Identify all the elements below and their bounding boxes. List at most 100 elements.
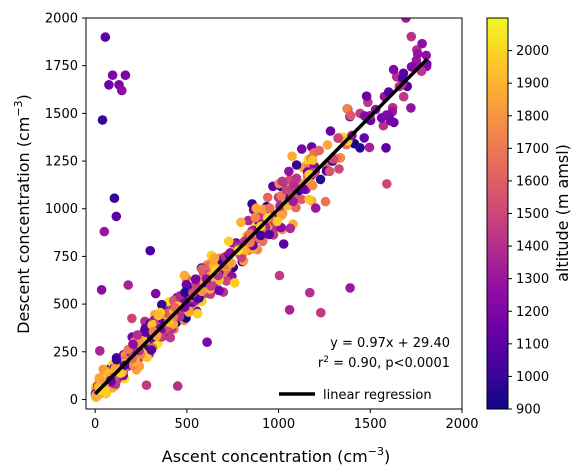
scatter-point	[361, 91, 372, 101]
scatter-point	[96, 285, 107, 295]
scatter-point	[255, 230, 266, 241]
scatter-point	[325, 126, 336, 136]
scatter-point	[127, 313, 137, 324]
scatter-point	[333, 133, 343, 143]
scatter-point	[386, 116, 396, 126]
scatter-point	[345, 283, 355, 293]
scatter-point	[99, 226, 110, 237]
scatter-point	[417, 38, 427, 49]
scatter-point	[334, 164, 344, 174]
y-tick-label: 750	[53, 250, 78, 265]
scatter-point	[123, 280, 133, 290]
scatter-point	[291, 160, 302, 170]
colorbar-tick-label: 1800	[516, 109, 549, 124]
scatter-point	[382, 179, 392, 189]
scatter-point	[359, 133, 370, 143]
colorbar-tick-label: 1500	[516, 207, 549, 222]
scatter-point	[146, 345, 157, 355]
x-tick-label: 1500	[354, 417, 387, 432]
scatter-point	[364, 142, 375, 153]
scatter-point	[120, 70, 131, 80]
plot-frame	[85, 17, 463, 410]
scatter-point	[406, 62, 417, 72]
scatter-point	[378, 120, 389, 131]
scatter-point	[180, 287, 190, 298]
y-tick-label: 1000	[45, 202, 78, 217]
scatter-point	[296, 194, 307, 205]
y-tick-label: 1250	[45, 155, 78, 170]
scatter-point	[304, 194, 314, 205]
scatter-point	[265, 203, 275, 213]
scatter-point	[111, 354, 122, 365]
scatter-point	[95, 346, 105, 356]
scatter-point	[305, 287, 315, 298]
scatter-point	[100, 32, 111, 42]
scatter-point	[320, 196, 331, 207]
scatter-point	[412, 49, 423, 59]
scatter-point	[190, 274, 201, 285]
scatter-point	[153, 310, 164, 321]
scatter-point	[104, 80, 114, 90]
colorbar-tick-label: 2000	[516, 44, 549, 59]
scatter-point	[284, 305, 295, 315]
scatter-point	[251, 203, 261, 214]
scatter-point	[406, 31, 417, 42]
scatter-point	[388, 64, 399, 75]
x-tick-label: 2000	[445, 417, 478, 432]
scatter-point	[291, 173, 302, 184]
colorbar-ticks: 900 1000 1100 1200 1300 1400 1500 1600 1700 1800 1…	[508, 44, 549, 418]
scatter-point	[355, 143, 365, 153]
scatter-point	[128, 339, 138, 350]
scatter-point	[140, 327, 151, 338]
scatter-point	[307, 180, 318, 191]
y-tick-label: 2000	[45, 12, 78, 27]
scatter-point	[107, 70, 118, 80]
colorbar-tick-label: 1400	[516, 240, 549, 255]
scatter-point	[141, 380, 152, 391]
scatter-point	[150, 288, 161, 299]
scatter-point	[262, 192, 273, 203]
y-tick-label: 0	[70, 393, 78, 408]
scatter-point	[406, 103, 416, 113]
scatter-point	[314, 145, 325, 156]
regression-stats: r2 = 0.90, p<0.0001	[318, 355, 450, 371]
colorbar-tick-label: 1000	[516, 370, 549, 385]
scatter-point	[109, 193, 120, 203]
scatter-point	[297, 144, 307, 154]
colorbar-tick-label: 1300	[516, 272, 549, 287]
y-tick-label: 1750	[45, 59, 78, 74]
y-tick-label: 250	[53, 345, 78, 360]
y-axis-label: Descent concentration (cm−3)	[12, 94, 33, 334]
scatter-point	[179, 270, 190, 281]
scatter-point	[381, 143, 391, 153]
scatter-point	[202, 337, 212, 348]
scatter-point	[322, 140, 333, 150]
scatter-point	[132, 330, 143, 340]
colorbar-tick-label: 1900	[516, 77, 549, 92]
scatter-point	[157, 299, 167, 310]
legend-label: linear regression	[323, 388, 432, 403]
scatter-point	[421, 50, 432, 61]
scatter-point	[197, 264, 207, 274]
scatter-point	[287, 151, 297, 161]
colorbar-tick-label: 1600	[516, 174, 549, 189]
colorbar-label: altitude (m amsl)	[553, 144, 572, 282]
legend: linear regression	[279, 388, 432, 403]
scatter-point	[97, 115, 108, 125]
y-tick-label: 500	[53, 298, 78, 313]
scatter-point	[229, 278, 240, 288]
scatter-point	[272, 216, 283, 227]
y-tick-label: 1500	[45, 107, 78, 122]
scatter-point	[221, 276, 232, 286]
scatter-point	[401, 18, 411, 23]
colorbar-tick-label: 900	[516, 403, 541, 418]
scatter-point	[285, 223, 296, 234]
scatter-point	[111, 211, 122, 222]
scatter-point	[117, 85, 127, 96]
scatter-point	[310, 203, 321, 213]
scatter-point	[274, 270, 285, 281]
scatter-point	[278, 239, 289, 249]
scatter-point	[346, 110, 356, 121]
x-tick-label: 500	[174, 417, 199, 432]
